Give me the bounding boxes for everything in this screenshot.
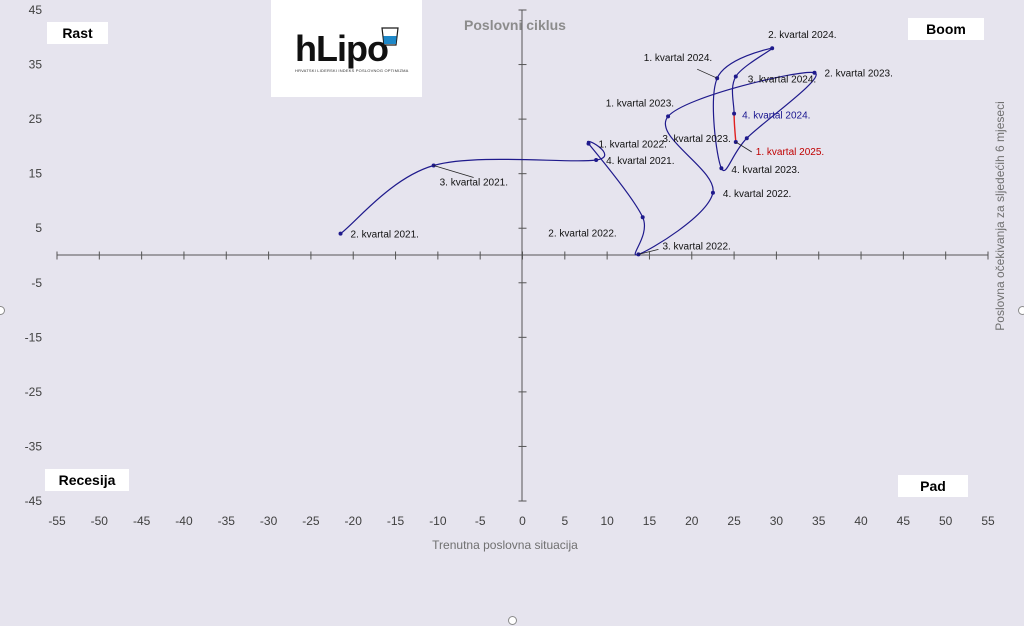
data-point xyxy=(732,111,737,116)
x-tick-label: 10 xyxy=(600,514,614,528)
x-tick-label: 30 xyxy=(770,514,784,528)
x-tick-label: -40 xyxy=(175,514,193,528)
x-tick-label: 50 xyxy=(939,514,953,528)
data-point xyxy=(594,158,599,163)
logo-wordmark: hLipo xyxy=(295,28,389,69)
x-tick-label: 40 xyxy=(854,514,868,528)
label-leader-line xyxy=(638,249,659,255)
x-tick-label: 45 xyxy=(897,514,911,528)
point-label: 1. kvartal 2022. xyxy=(599,140,667,151)
x-tick-label: -45 xyxy=(133,514,151,528)
x-tick-label: 5 xyxy=(561,514,568,528)
y-tick-label: -35 xyxy=(25,439,43,453)
point-label: 3. kvartal 2022. xyxy=(662,241,730,252)
x-tick-label: -25 xyxy=(302,514,320,528)
hlipo-logo: hLipo HRVATSKI LIDERSKI INDEKS POSLOVNOG… xyxy=(271,0,422,97)
x-tick-label: 0 xyxy=(519,514,526,528)
point-label: 4. kvartal 2024. xyxy=(742,111,810,122)
series-line-latest xyxy=(733,113,737,143)
x-axis-label: Trenutna poslovna situacija xyxy=(432,538,578,552)
label-leader-line xyxy=(433,165,474,178)
point-label: 1. kvartal 2025. xyxy=(756,147,824,158)
y-tick-label: 25 xyxy=(29,112,43,126)
resize-handle-left[interactable] xyxy=(0,306,5,315)
point-labels: 2. kvartal 2021. 3. kvartal 2021. 4. kvart… xyxy=(351,30,893,255)
y-tick-label: 5 xyxy=(35,221,42,235)
data-point xyxy=(812,70,817,75)
y-tick-label: -45 xyxy=(25,494,43,508)
x-tick-label: -20 xyxy=(345,514,363,528)
x-tick-label: 35 xyxy=(812,514,826,528)
quadrant-label-boom: Boom xyxy=(908,18,984,40)
point-label: 3. kvartal 2024. xyxy=(748,75,816,86)
x-tick-label: 20 xyxy=(685,514,699,528)
point-label: 2. kvartal 2023. xyxy=(824,69,892,80)
y-tick-label: 45 xyxy=(29,3,43,17)
point-label: 4. kvartal 2023. xyxy=(731,165,799,176)
axes xyxy=(57,10,988,501)
point-label: 2. kvartal 2024. xyxy=(768,30,836,41)
x-tick-label: -50 xyxy=(91,514,109,528)
data-point xyxy=(586,141,591,146)
quadrant-label-rast: Rast xyxy=(47,22,108,44)
data-point xyxy=(719,166,724,171)
point-label: 4. kvartal 2021. xyxy=(606,156,674,167)
label-leader-line xyxy=(735,141,752,153)
quadrant-label-recesija: Recesija xyxy=(45,469,129,491)
x-tick-label: -35 xyxy=(218,514,236,528)
axis-ticks: -55 -50 -45 -40 -35 -30 -25 -20 -15 -10 -5 0 5 10 15 20… xyxy=(25,3,995,528)
x-tick-label: 25 xyxy=(727,514,741,528)
label-leader-line xyxy=(696,68,718,79)
point-label: 4. kvartal 2022. xyxy=(723,189,791,200)
quadrant-label-pad: Pad xyxy=(898,475,968,497)
data-point xyxy=(770,46,775,51)
x-tick-label: 55 xyxy=(981,514,995,528)
point-label: 2. kvartal 2022. xyxy=(548,228,616,239)
point-label: 1. kvartal 2023. xyxy=(606,98,674,109)
resize-handle-right[interactable] xyxy=(1018,306,1024,315)
logo-tagline: HRVATSKI LIDERSKI INDEKS POSLOVNOG OPTIM… xyxy=(295,68,409,73)
point-label: 3. kvartal 2021. xyxy=(440,177,508,188)
x-tick-label: -30 xyxy=(260,514,278,528)
y-axis-label: Poslovna očekivanja za sljedećih 6 mjese… xyxy=(993,101,1007,330)
data-point xyxy=(666,114,671,119)
data-point xyxy=(733,74,738,79)
x-tick-label: -15 xyxy=(387,514,405,528)
x-tick-label: -55 xyxy=(48,514,66,528)
y-tick-label: 15 xyxy=(29,167,43,181)
data-point xyxy=(640,215,645,220)
data-point xyxy=(338,231,343,236)
x-tick-label: 15 xyxy=(643,514,657,528)
x-tick-label: -5 xyxy=(475,514,486,528)
chart-title: Poslovni ciklus xyxy=(464,17,566,33)
point-label: 2. kvartal 2021. xyxy=(351,230,419,241)
logo-glass-icon xyxy=(381,27,399,46)
y-tick-label: 35 xyxy=(29,58,43,72)
point-label: 1. kvartal 2024. xyxy=(644,53,712,64)
y-tick-label: -15 xyxy=(25,330,43,344)
y-tick-label: -25 xyxy=(25,385,43,399)
point-label: 3. kvartal 2023. xyxy=(662,134,730,145)
data-point xyxy=(710,190,715,195)
data-point xyxy=(744,136,749,141)
y-tick-label: -5 xyxy=(31,276,42,290)
x-tick-label: -10 xyxy=(429,514,447,528)
